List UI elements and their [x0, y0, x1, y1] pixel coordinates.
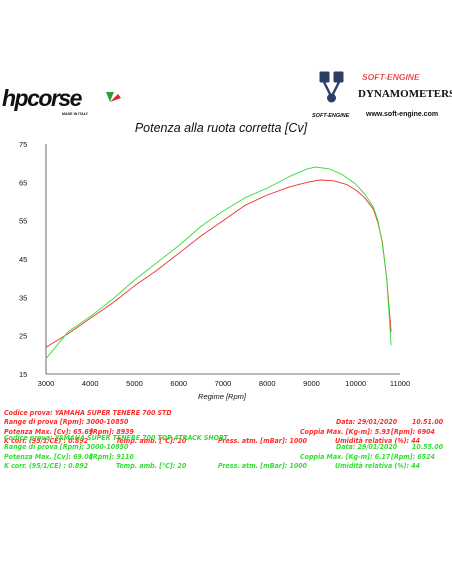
x-tick-label: 11000: [390, 379, 410, 388]
max-torque-rpm: [Rpm]: 6904: [391, 427, 435, 436]
power-curve-2: [45, 166, 392, 359]
test-time: 10.55.00: [412, 443, 444, 452]
italian-flag-swoosh-icon: [106, 92, 114, 102]
max-power: Potenza Max. [Cv]: 65.69: [4, 427, 94, 436]
test-info-1: Codice prova: YAMAHA SUPER TENERE 700 ST…: [4, 409, 448, 447]
x-tick-label: 3000: [38, 379, 55, 388]
y-tick-label: 25: [19, 332, 27, 341]
soft-engine-brand: SOFT-ENGINE: [362, 72, 420, 82]
y-tick-label: 55: [19, 217, 27, 226]
x-axis-label: Regime [Rpm]: [198, 392, 247, 401]
hpcorse-logo: hpcorse MADE IN ITALY: [2, 85, 121, 116]
y-tick-label: 45: [19, 255, 27, 264]
hpcorse-tagline: MADE IN ITALY: [62, 112, 89, 116]
test-code: Codice prova: YAMAHA SUPER TENERE 700 ST…: [4, 409, 172, 417]
test-code: Codice prova: YAMAHA SUPER TENERE 700 TO…: [4, 434, 228, 442]
max-power: Potenza Max. [Cv]: 69.08: [4, 452, 94, 461]
soft-engine-small: SOFT-ENGINE: [312, 113, 350, 119]
max-torque: Coppia Max. [Kg-m]: 5.93: [300, 427, 391, 436]
hpcorse-logo-text: hpcorse: [2, 85, 83, 111]
k-correction: K corr. (95/1/CE) : 0.892: [4, 462, 89, 471]
max-torque-rpm: [Rpm]: 6524: [391, 452, 435, 461]
test-range: Range di prova [Rpm]: 3000-10850: [4, 443, 129, 452]
max-torque: Coppia Max. [Kg-m]: 6.17: [300, 452, 391, 461]
relative-humidity: Umidità relativa (%): 44: [335, 437, 420, 446]
test-date: Data: 29/01/2020: [336, 418, 398, 427]
x-tick-label: 10000: [345, 379, 366, 388]
x-tick-label: 8000: [259, 379, 276, 388]
y-tick-label: 35: [19, 293, 27, 302]
max-power-rpm: [Rpm]: 9110: [90, 452, 134, 461]
test-time: 10.51.00: [412, 418, 444, 427]
y-tick-label: 15: [19, 370, 27, 379]
relative-humidity: Umidità relativa (%): 44: [335, 462, 420, 471]
y-tick-label: 65: [19, 178, 27, 187]
atmospheric-pressure: Press. atm. [mBar]: 1000: [218, 437, 307, 446]
power-curve-1: [45, 179, 392, 348]
x-tick-label: 7000: [215, 379, 232, 388]
dynamometers-label: DYNAMOMETERS: [358, 88, 452, 100]
ambient-temperature: Temp. amb. [°C]: 20: [116, 462, 187, 471]
test-date: Data: 29/01/2020: [336, 443, 398, 452]
engine-pistons-icon: [319, 71, 344, 103]
x-tick-label: 6000: [170, 379, 187, 388]
chart-title: Potenza alla ruota corretta [Cv]: [135, 121, 308, 135]
test-range: Range di prova [Rpm]: 3000-10850: [4, 418, 129, 427]
x-tick-label: 4000: [82, 379, 99, 388]
max-power-rpm: [Rpm]: 8939: [90, 427, 134, 436]
y-tick-label: 75: [19, 140, 27, 149]
x-tick-label: 5000: [126, 379, 143, 388]
test-info-2: Codice prova: YAMAHA SUPER TENERE 700 TO…: [4, 434, 448, 472]
soft-engine-logo: SOFT-ENGINE DYNAMOMETERS SOFT-ENGINE www…: [312, 71, 452, 119]
power-chart: Potenza alla ruota corretta [Cv] 15 25 35 4…: [19, 121, 410, 401]
atmospheric-pressure: Press. atm. [mBar]: 1000: [218, 462, 307, 471]
k-correction: K corr. (95/1/CE) : 0.892: [4, 437, 89, 446]
ambient-temperature: Temp. amb. [°C]: 20: [116, 437, 187, 446]
website-url: www.soft-engine.com: [365, 111, 438, 118]
x-tick-label: 9000: [303, 379, 320, 388]
